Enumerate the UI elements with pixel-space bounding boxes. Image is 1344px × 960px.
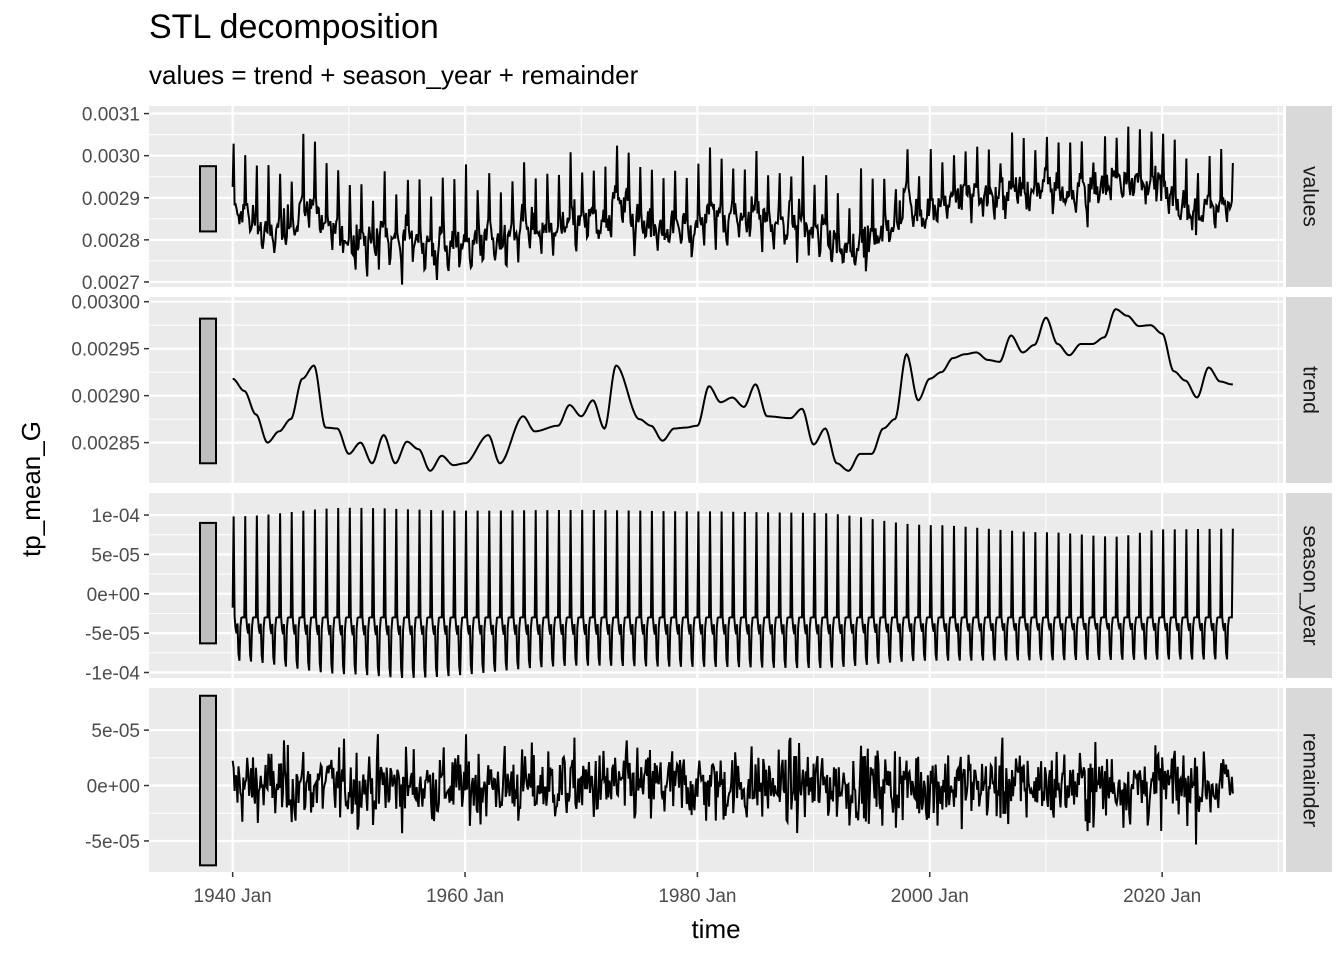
x-tick-label: 1980 Jan bbox=[658, 886, 736, 907]
chart-subtitle: values = trend + season_year + remainder bbox=[149, 60, 639, 90]
y-tick-label-values: 0.0027 bbox=[82, 273, 140, 294]
facet-strip-label: values bbox=[1298, 166, 1321, 227]
chart-title: STL decomposition bbox=[149, 8, 439, 46]
y-tick-label-values: 0.0028 bbox=[82, 231, 140, 252]
facet-strip-remainder bbox=[1286, 688, 1332, 872]
x-tick-label: 1940 Jan bbox=[194, 886, 272, 907]
y-tick-label-season_year: 1e-04 bbox=[91, 506, 140, 527]
series-line-values bbox=[231, 126, 1234, 285]
series-line-season_year bbox=[231, 507, 1234, 678]
x-tick-label: 2000 Jan bbox=[891, 886, 969, 907]
x-tick-label: 2020 Jan bbox=[1123, 886, 1201, 907]
panel-background-trend bbox=[149, 297, 1283, 483]
y-tick-label-values: 0.0030 bbox=[82, 147, 140, 168]
series-line-trend bbox=[232, 308, 1233, 472]
y-tick-label-trend: 0.00285 bbox=[71, 434, 140, 455]
y-tick-label-season_year: 5e-05 bbox=[91, 545, 140, 566]
facet-strip-values bbox=[1286, 106, 1332, 287]
y-tick-label-trend: 0.00290 bbox=[71, 387, 140, 408]
y-tick-label-trend: 0.00295 bbox=[71, 340, 140, 361]
range-bar-trend bbox=[199, 317, 217, 465]
y-tick-label-remainder: -5e-05 bbox=[85, 832, 140, 853]
y-tick-label-remainder: 5e-05 bbox=[91, 721, 140, 742]
y-tick-label-season_year: -1e-04 bbox=[85, 663, 140, 684]
y-axis-title: tp_mean_G bbox=[16, 421, 46, 557]
series-line-remainder bbox=[231, 734, 1234, 845]
range-bar-values bbox=[199, 165, 217, 233]
y-tick-label-season_year: -5e-05 bbox=[85, 624, 140, 645]
facet-strip-trend bbox=[1286, 297, 1332, 483]
y-tick-label-remainder: 0e+00 bbox=[87, 777, 140, 798]
facet-strip-label: trend bbox=[1298, 366, 1321, 414]
panel-background-values bbox=[149, 106, 1283, 287]
facet-strip-label: season_year bbox=[1298, 525, 1321, 645]
range-bar-season_year bbox=[199, 521, 217, 645]
y-tick-label-values: 0.0031 bbox=[82, 105, 140, 126]
x-axis-title: time bbox=[691, 914, 740, 944]
y-tick-label-values: 0.0029 bbox=[82, 189, 140, 210]
facet-strip-label: remainder bbox=[1298, 733, 1321, 828]
x-tick-label: 1960 Jan bbox=[426, 886, 504, 907]
range-bar-remainder bbox=[199, 694, 217, 867]
y-tick-label-season_year: 0e+00 bbox=[87, 585, 140, 606]
facet-strip-season_year bbox=[1286, 493, 1332, 678]
y-tick-label-trend: 0.00300 bbox=[71, 293, 140, 314]
